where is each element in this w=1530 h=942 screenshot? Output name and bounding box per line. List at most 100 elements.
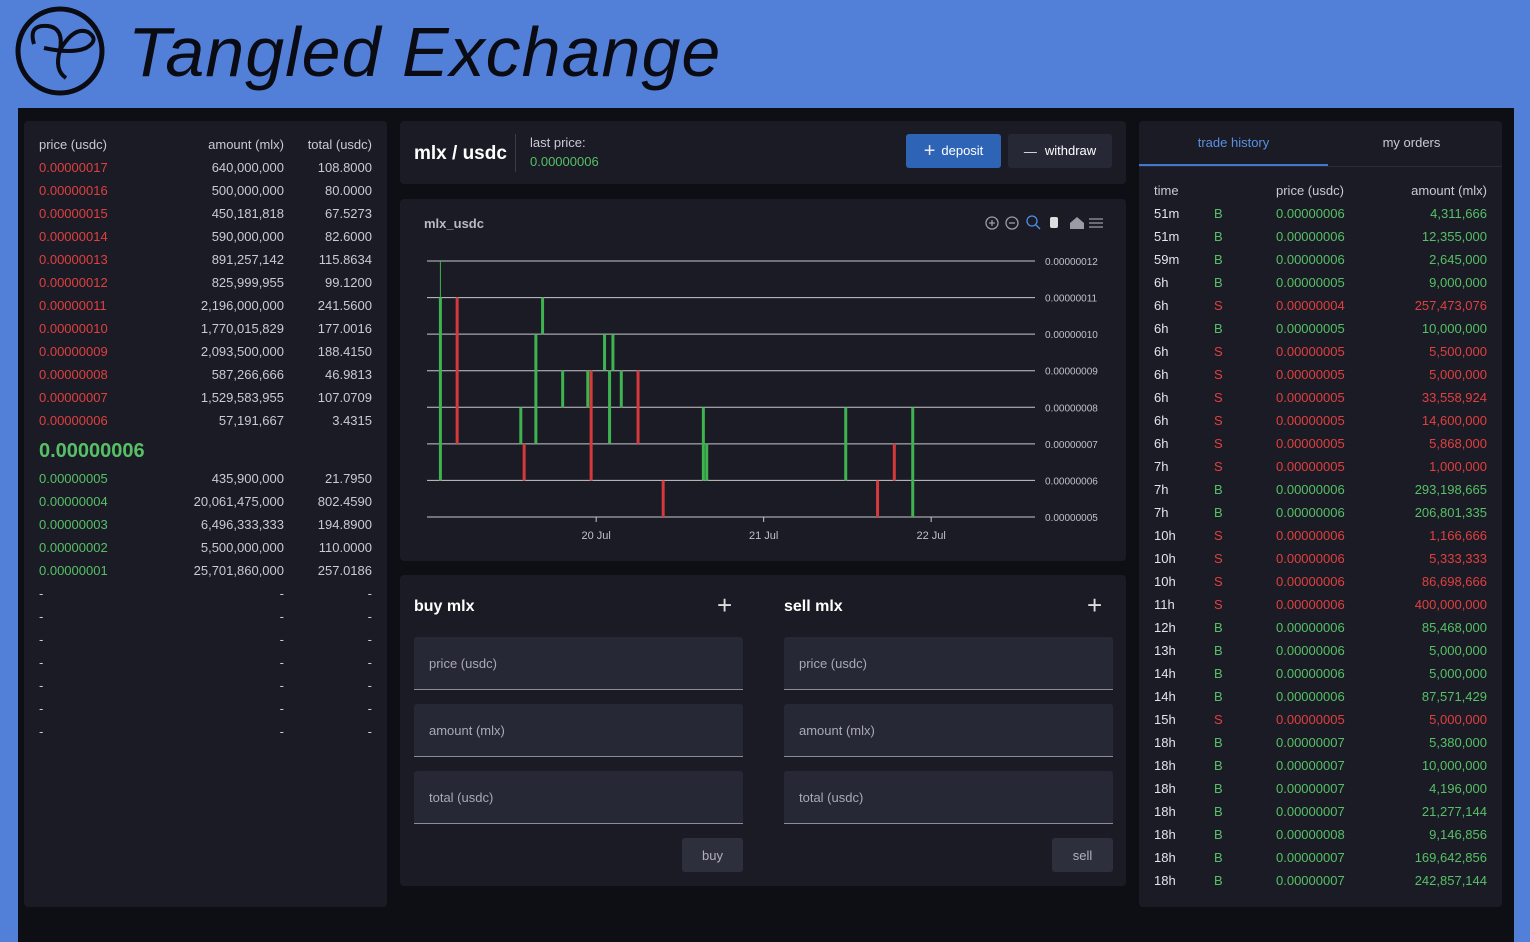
chart-title: mlx_usdc <box>424 216 484 231</box>
input-field[interactable]: total (usdc) <box>784 771 1113 824</box>
asks-cell: 0.00000012 <box>39 275 108 290</box>
amount: 5,333,333 <box>1429 551 1487 566</box>
price: 0.00000005 <box>1276 367 1345 382</box>
amount: 293,198,665 <box>1414 482 1487 497</box>
candle-body <box>586 370 590 408</box>
amount: 5,868,000 <box>1429 436 1487 451</box>
tab[interactable]: trade history <box>1197 135 1270 150</box>
bids-cell: 21.7950 <box>325 471 372 486</box>
time: 18h <box>1154 735 1176 750</box>
bids-cell: 802.4590 <box>317 494 372 509</box>
candle-body <box>705 443 709 481</box>
price: 0.00000006 <box>1276 643 1345 658</box>
side: S <box>1214 413 1223 428</box>
price: 0.00000006 <box>1276 689 1345 704</box>
candle-body <box>522 443 526 481</box>
column-header: price (usdc) <box>39 137 107 152</box>
deposit-button[interactable]: + deposit <box>906 134 1001 168</box>
buy-button[interactable]: buy <box>682 838 743 872</box>
add-button[interactable]: + <box>1087 590 1103 620</box>
bids-cell: 6,496,333,333 <box>200 517 284 532</box>
side: B <box>1214 252 1223 267</box>
time: 6h <box>1154 390 1169 405</box>
amount: 242,857,144 <box>1414 873 1487 888</box>
candle-body <box>611 334 615 371</box>
input-field[interactable]: amount (mlx) <box>414 704 743 757</box>
asks-cell: 500,000,000 <box>211 183 284 198</box>
asks-cell: 640,000,000 <box>211 160 284 175</box>
empty_rows-cell: - <box>367 632 372 647</box>
time: 6h <box>1154 436 1169 451</box>
input-field[interactable]: price (usdc) <box>414 637 743 690</box>
empty_rows-cell: - <box>39 724 44 739</box>
amount: 5,000,000 <box>1429 712 1487 727</box>
amount: 400,000,000 <box>1414 597 1487 612</box>
time: 10h <box>1154 574 1176 589</box>
candle-body <box>844 407 848 481</box>
form-title: sell mlx <box>784 598 843 615</box>
asks-cell: 82.6000 <box>325 229 372 244</box>
asks-cell: 0.00000010 <box>39 321 108 336</box>
empty_rows-cell: - <box>279 655 284 670</box>
side: B <box>1214 850 1223 865</box>
asks-cell: 450,181,818 <box>211 206 284 221</box>
side: S <box>1214 551 1223 566</box>
side: B <box>1214 781 1223 796</box>
bids-cell: 25,701,860,000 <box>193 563 284 578</box>
asks-cell: 0.00000013 <box>39 252 108 267</box>
empty_rows-cell: - <box>279 586 284 601</box>
asks-cell: 0.00000014 <box>39 229 108 244</box>
price: 0.00000005 <box>1276 390 1345 405</box>
empty_rows-cell: - <box>279 701 284 716</box>
asks-cell: 57,191,667 <box>218 413 284 428</box>
candle-body <box>876 480 880 517</box>
asks-cell: 241.5600 <box>317 298 372 313</box>
placeholder: price (usdc) <box>429 656 497 671</box>
time: 6h <box>1154 321 1169 336</box>
amount: 5,380,000 <box>1429 735 1487 750</box>
add-button[interactable]: + <box>717 590 733 620</box>
y-tick-label: 0.00000006 <box>1045 476 1098 487</box>
asks-cell: 1,529,583,955 <box>200 390 284 405</box>
price: 0.00000006 <box>1276 620 1345 635</box>
column-header: time <box>1154 183 1179 198</box>
chart-toolbar[interactable] <box>985 215 1103 230</box>
bids-cell: 0.00000004 <box>39 494 108 509</box>
withdraw-button[interactable]: — withdraw <box>1008 134 1112 168</box>
market-bar: mlx / usdc last price: 0.00000006 + deposit —… <box>400 121 1126 184</box>
input-field[interactable]: total (usdc) <box>414 771 743 824</box>
y-tick-label: 0.00000008 <box>1045 403 1098 414</box>
time: 6h <box>1154 298 1169 313</box>
x-tick-label: 20 Jul <box>581 530 610 542</box>
bids-cell: 257.0186 <box>317 563 372 578</box>
price: 0.00000006 <box>1276 666 1345 681</box>
empty_rows-cell: - <box>367 586 372 601</box>
x-tick-label: 22 Jul <box>916 530 945 542</box>
time: 13h <box>1154 643 1176 658</box>
asks-cell: 0.00000007 <box>39 390 108 405</box>
placeholder: price (usdc) <box>799 656 867 671</box>
candle-body <box>603 334 607 371</box>
amount: 14,600,000 <box>1421 413 1487 428</box>
candle-body <box>519 407 523 444</box>
chart: mlx_usdc 0.00000005 0.00000006 0.00000007 0.… <box>424 215 1103 542</box>
tab[interactable]: my orders <box>1382 135 1441 150</box>
empty_rows-cell: - <box>367 701 372 716</box>
trade-history: trade history my orders time price (usdc) am… <box>1139 121 1502 907</box>
amount: 86,698,666 <box>1421 574 1487 589</box>
side: S <box>1214 574 1223 589</box>
price: 0.00000006 <box>1276 505 1345 520</box>
column-header: total (usdc) <box>307 137 372 152</box>
bids-cell: 435,900,000 <box>211 471 284 486</box>
time: 6h <box>1154 413 1169 428</box>
order-book: price (usdc) amount (mlx) total (usdc) 0.00… <box>24 121 387 907</box>
column-header: price (usdc) <box>1276 183 1344 198</box>
asks-cell: 99.1200 <box>325 275 372 290</box>
input-field[interactable]: amount (mlx) <box>784 704 1113 757</box>
input-field[interactable]: price (usdc) <box>784 637 1113 690</box>
sell-button[interactable]: sell <box>1052 838 1113 872</box>
amount: 206,801,335 <box>1414 505 1487 520</box>
candle-body <box>619 370 623 408</box>
side: B <box>1214 666 1223 681</box>
side: B <box>1214 689 1223 704</box>
